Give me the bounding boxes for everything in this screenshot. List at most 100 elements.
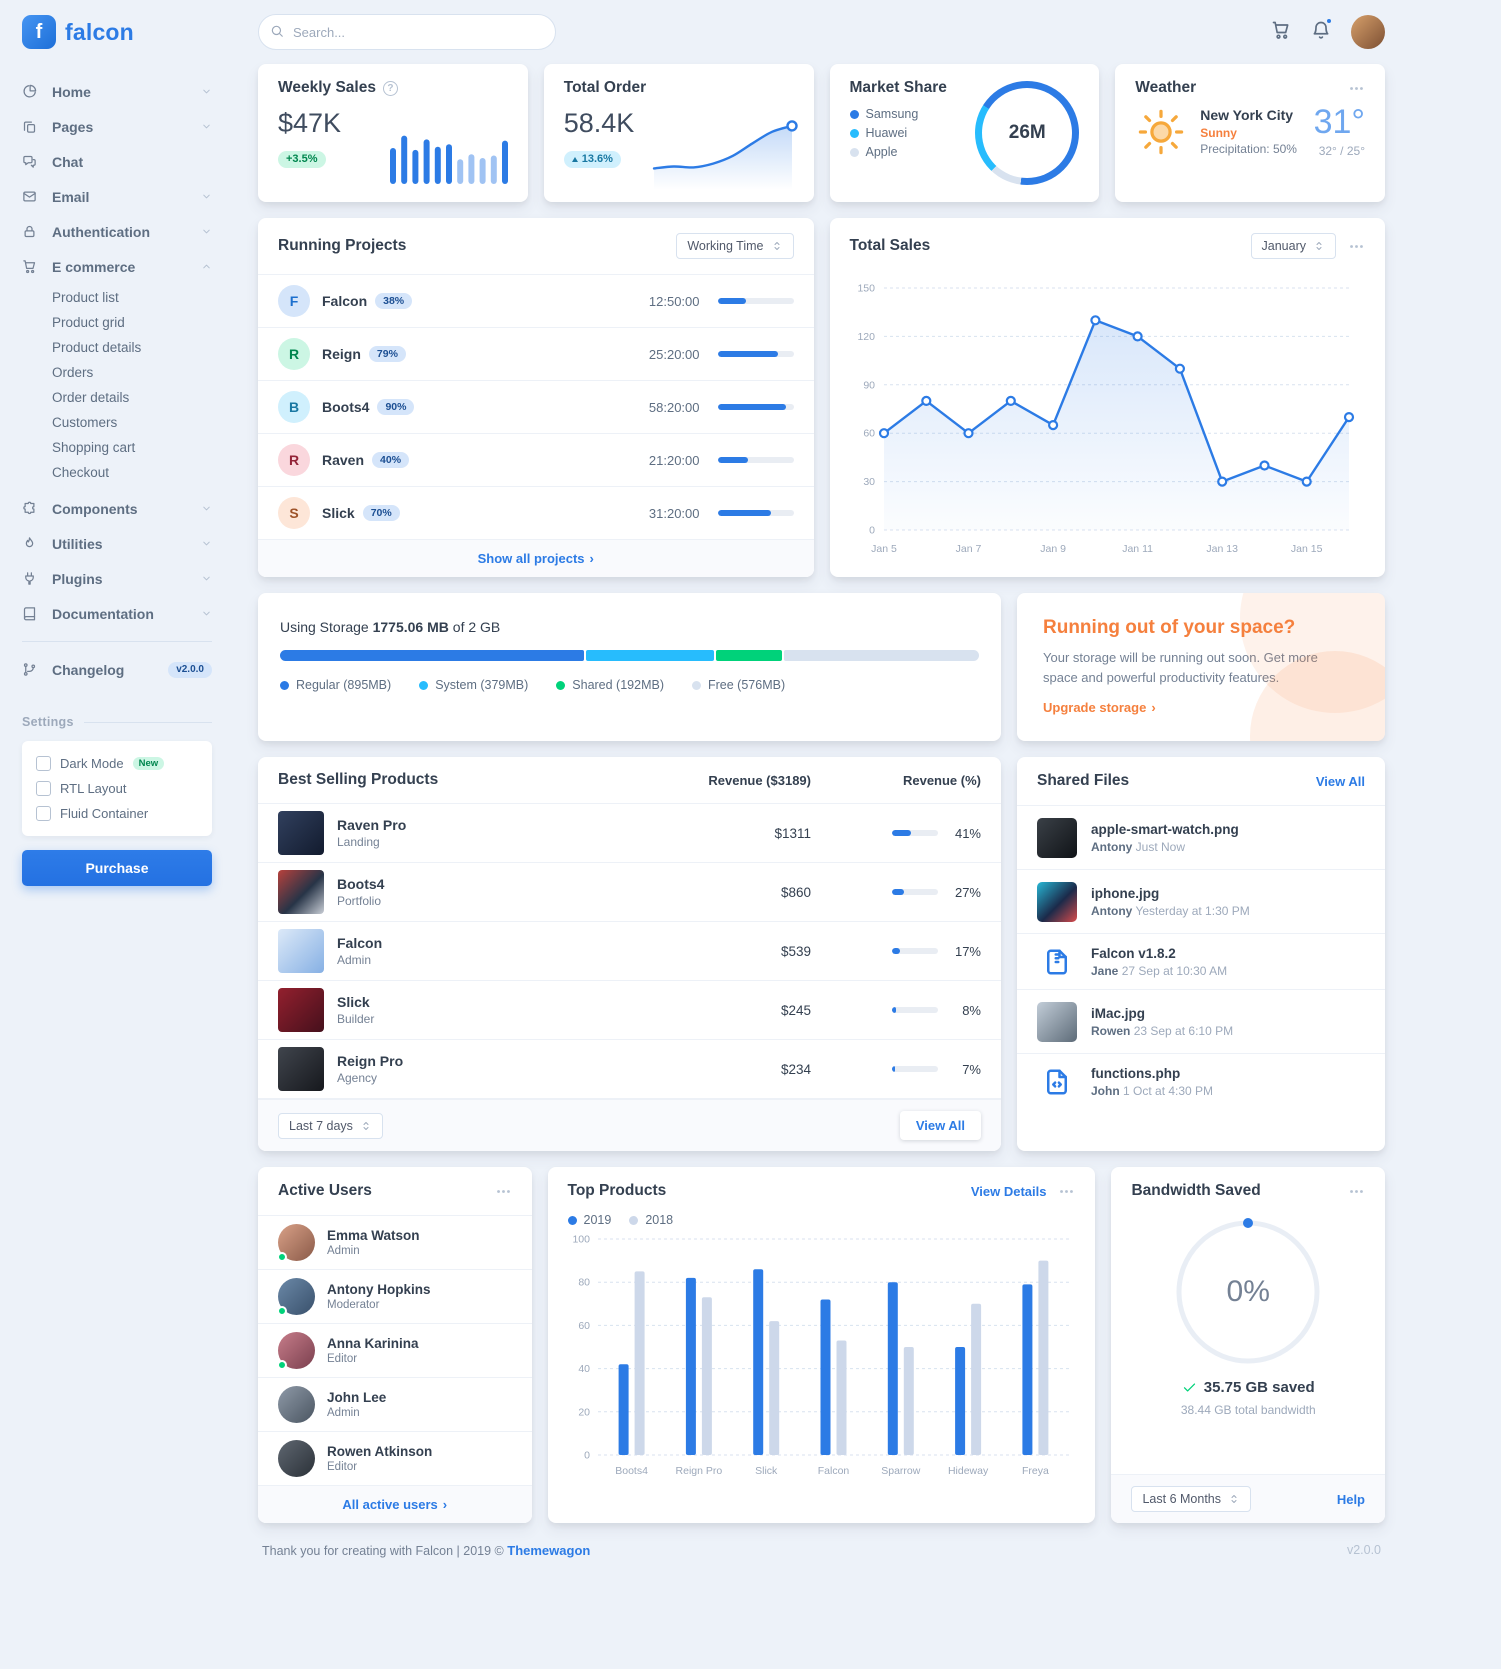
themewagon-link[interactable]: Themewagon [507,1543,591,1559]
product-row: Slick Builder $245 8% [258,981,1001,1041]
notifications-button[interactable] [1311,16,1333,45]
purchase-button[interactable]: Purchase [22,850,212,886]
file-name[interactable]: iMac.jpg [1091,1005,1146,1021]
upsell-title: Running out of your space? [1043,617,1296,638]
file-name[interactable]: Falcon v1.8.2 [1091,945,1176,961]
product-name[interactable]: Boots4 [337,876,385,893]
file-name[interactable]: functions.php [1091,1065,1181,1081]
search-input[interactable] [258,14,556,50]
product-name[interactable]: Slick [337,994,370,1011]
sidebar-item-order-details[interactable]: Order details [52,390,130,405]
sidebar-item-product-details[interactable]: Product details [52,340,142,355]
sidebar-item-product-list[interactable]: Product list [52,290,119,305]
sort-icon [771,240,783,252]
user-name[interactable]: Emma Watson [327,1228,420,1244]
caret-up-icon [571,157,578,162]
view-details-link[interactable]: View Details [970,1183,1047,1199]
all-active-users-link[interactable]: All active users [342,1497,447,1512]
market-share-total: 26M [1008,122,1046,143]
project-name[interactable]: Raven [322,452,365,468]
file-owner: John [1091,1083,1120,1098]
view-all-button[interactable]: View All [899,1111,981,1141]
cart-button[interactable] [1271,20,1291,45]
working-time-select[interactable]: Working Time [676,233,794,259]
fluid-container-checkbox[interactable] [36,806,51,821]
sidebar-item-plugins[interactable]: Plugins [22,561,212,596]
project-percent-badge: 38% [375,292,413,310]
sidebar-item-chat[interactable]: Chat [22,144,212,179]
user-name[interactable]: Rowen Atkinson [327,1444,433,1460]
user-row: Antony Hopkins Moderator [258,1270,532,1325]
user-name[interactable]: John Lee [327,1390,387,1406]
total-sales-menu-button[interactable] [1348,238,1365,255]
project-row: R Raven 40% 21:20:00 [258,433,814,486]
revenue-percent-column-header: Revenue (%) [902,772,981,788]
storage-legend-item: Free (576MB) [692,678,785,692]
product-name[interactable]: Falcon [337,935,383,952]
shared-files-view-all-link[interactable]: View All [1315,773,1365,789]
active-users-menu-button[interactable] [495,1183,512,1200]
sidebar-item-email[interactable]: Email [22,179,212,214]
search-box[interactable] [258,14,556,50]
file-name[interactable]: apple-smart-watch.png [1091,821,1239,837]
weather-menu-button[interactable] [1348,80,1365,97]
file-owner: Antony [1091,839,1133,854]
revenue-percent: 41% [954,825,981,841]
product-name[interactable]: Raven Pro [337,817,407,834]
book-icon [22,606,40,621]
rtl-layout-checkbox[interactable] [36,781,51,796]
cart-icon [22,259,40,274]
project-name[interactable]: Reign [322,346,361,362]
sidebar-item-checkout[interactable]: Checkout [52,465,110,480]
svg-text:0: 0 [584,1450,590,1462]
help-link[interactable]: Help [1336,1491,1365,1507]
top-products-menu-button[interactable] [1058,1183,1075,1200]
svg-text:Falcon: Falcon [817,1465,849,1477]
sidebar-item-customers[interactable]: Customers [52,415,118,430]
legend-item: Apple [849,145,1080,159]
show-all-projects-link[interactable]: Show all projects [478,551,594,566]
card-title: Best Selling Products [278,771,439,789]
sidebar-item-components[interactable]: Components [22,491,212,526]
sidebar-item-authentication[interactable]: Authentication [22,214,212,249]
sidebar-item-documentation[interactable]: Documentation [22,596,212,631]
user-name[interactable]: Anna Karinina [327,1336,419,1352]
rtl-layout-option[interactable]: RTL Layout [36,776,198,801]
project-name[interactable]: Slick [322,505,355,521]
sidebar-item-orders[interactable]: Orders [52,365,94,380]
user-name[interactable]: Antony Hopkins [327,1282,431,1298]
sidebar-item-home[interactable]: Home [22,74,212,109]
weekly-sales-trend-badge: +3.5% [278,151,326,168]
sidebar-item-changelog[interactable]: Changelog v2.0.0 [22,652,212,687]
last-6-months-select[interactable]: Last 6 Months [1131,1486,1251,1513]
projects-list: F Falcon 38% 12:50:00 R Reign 79% 25:20:00 B Boot… [258,275,814,539]
project-row: S Slick 70% 31:20:00 [258,486,814,539]
file-owner: Rowen [1091,1023,1131,1038]
file-name[interactable]: iphone.jpg [1091,885,1160,901]
bandwidth-menu-button[interactable] [1348,1183,1365,1200]
help-icon[interactable]: ? [382,80,398,96]
sidebar-item-utilities[interactable]: Utilities [22,526,212,561]
dark-mode-checkbox[interactable] [36,756,51,771]
product-name[interactable]: Reign Pro [337,1053,404,1070]
revenue-percent-bar [892,1066,938,1073]
product-revenue: $1311 [774,825,811,841]
storage-title: Using Storage 1775.06 MB of 2 GB [280,619,501,635]
user-avatar[interactable] [1351,15,1385,49]
last-7-days-select[interactable]: Last 7 days [278,1112,383,1139]
sidebar-item-e-commerce[interactable]: E commerce [22,249,212,284]
sidebar-item-shopping-cart[interactable]: Shopping cart [52,440,136,455]
fluid-container-option[interactable]: Fluid Container [36,801,198,826]
dark-mode-option[interactable]: Dark Mode New [36,751,198,776]
month-select[interactable]: January [1250,233,1336,259]
market-share-legend: Samsung Huawei Apple [849,107,1080,159]
upgrade-storage-link[interactable]: Upgrade storage [1043,700,1156,715]
weekly-sales-card: Weekly Sales ? $47K +3.5% [258,64,528,202]
brand[interactable]: f falcon [0,15,258,49]
project-name[interactable]: Boots4 [322,399,370,415]
sidebar-item-product-grid[interactable]: Product grid [52,315,125,330]
sidebar-item-pages[interactable]: Pages [22,109,212,144]
settings-card: Dark Mode New RTL Layout Fluid Container [22,741,212,836]
card-title: Top Products [567,1182,667,1200]
project-name[interactable]: Falcon [322,293,368,309]
